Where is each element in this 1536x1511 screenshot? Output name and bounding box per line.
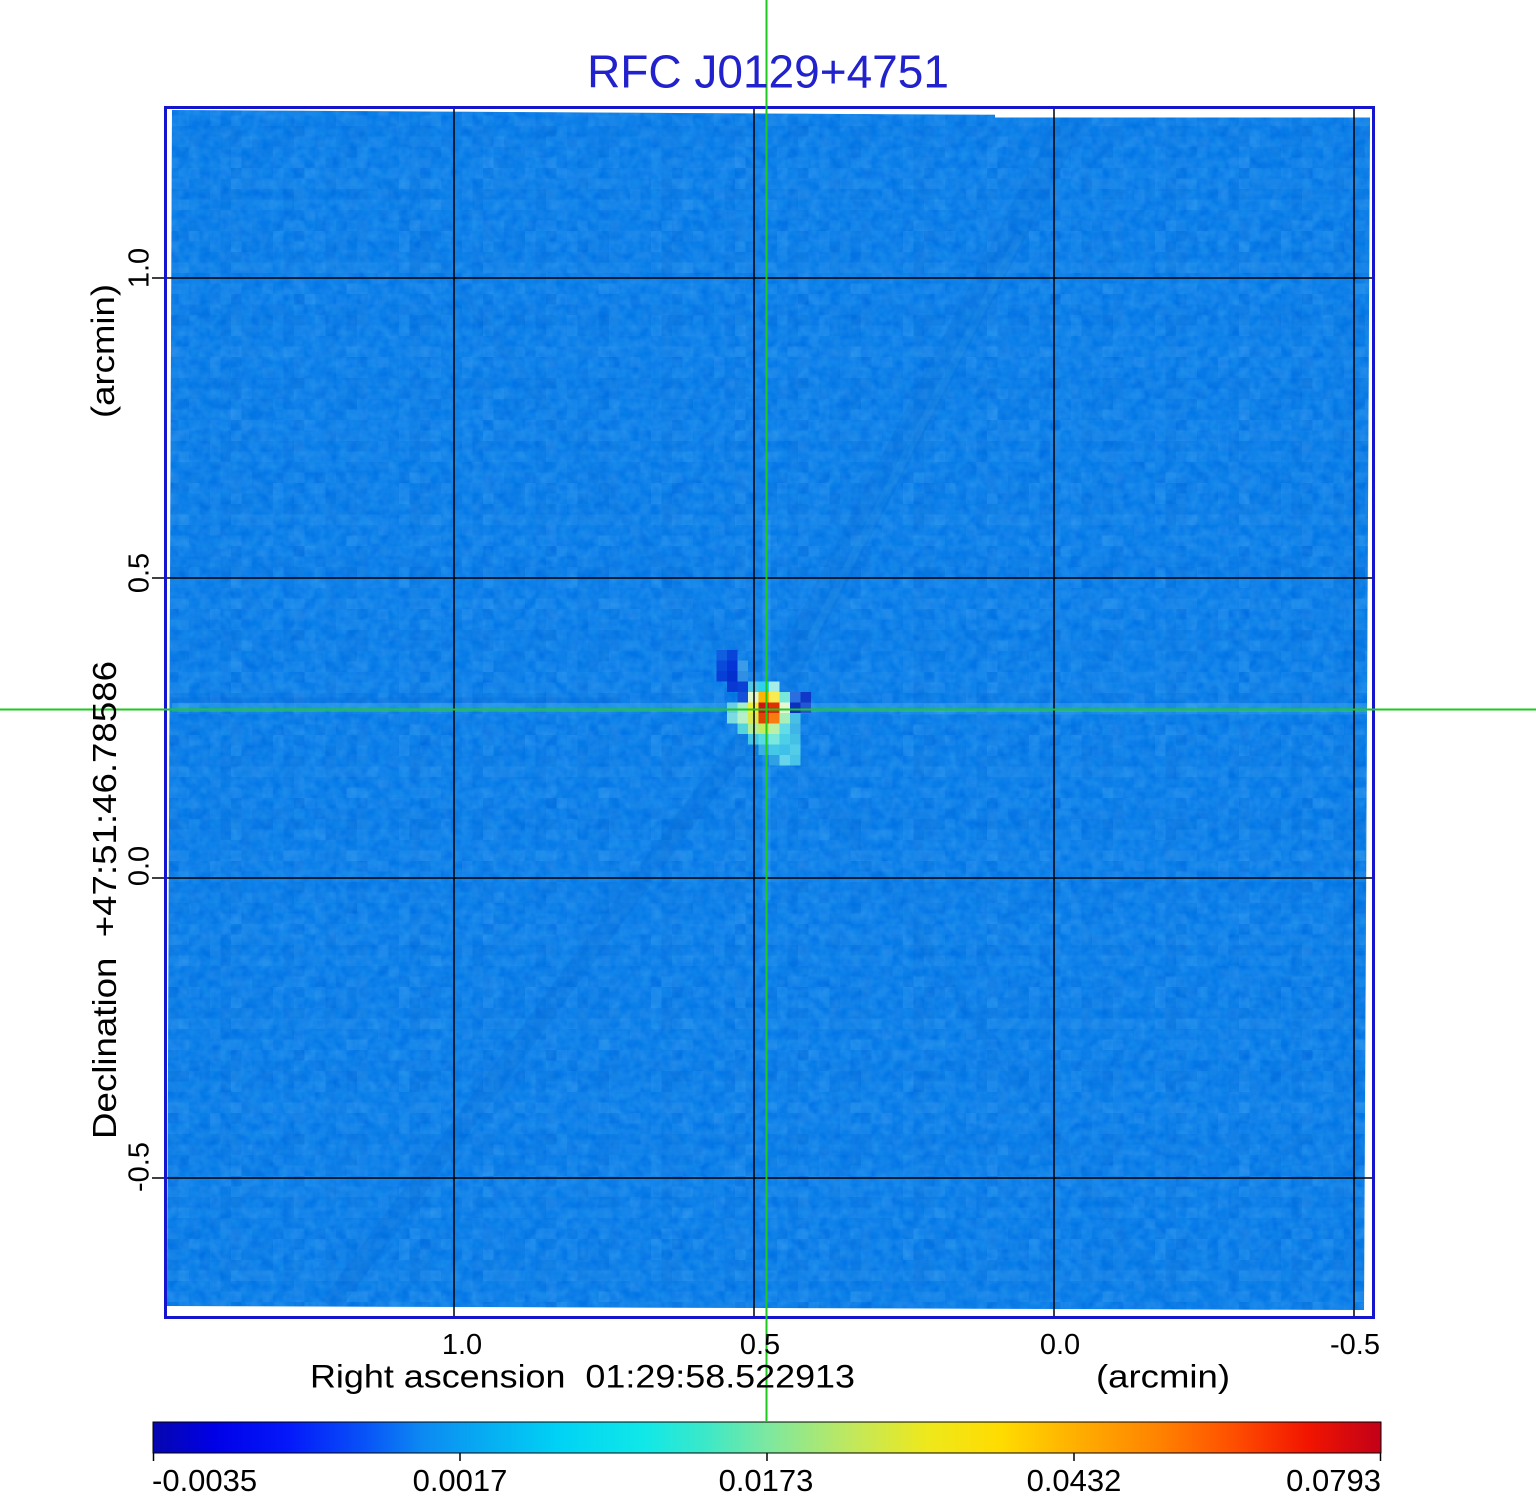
svg-text:0.0432: 0.0432 [1027, 1463, 1122, 1498]
svg-text:Right ascension 01:29:58.5229: Right ascension 01:29:58.522913 [310, 1359, 855, 1395]
svg-text:1.0: 1.0 [442, 1329, 482, 1361]
svg-text:0.0: 0.0 [1040, 1329, 1080, 1361]
svg-text:(arcmin): (arcmin) [1096, 1359, 1230, 1395]
svg-text:0.0173: 0.0173 [719, 1463, 814, 1498]
svg-text:-0.0035: -0.0035 [152, 1463, 257, 1498]
svg-text:(arcmin): (arcmin) [85, 284, 121, 418]
svg-text:0.0: 0.0 [124, 846, 156, 886]
svg-text:Declination +47:51:46.78586: Declination +47:51:46.78586 [86, 661, 123, 1139]
svg-text:0.5: 0.5 [740, 1329, 780, 1361]
svg-text:0.5: 0.5 [124, 553, 156, 593]
svg-text:0.0793: 0.0793 [1286, 1463, 1381, 1498]
svg-text:RFC J0129+4751: RFC J0129+4751 [587, 46, 949, 98]
svg-text:-0.5: -0.5 [1330, 1329, 1380, 1361]
svg-text:0.0017: 0.0017 [413, 1463, 508, 1498]
svg-text:1.0: 1.0 [124, 248, 156, 288]
svg-text:-0.5: -0.5 [124, 1142, 156, 1192]
